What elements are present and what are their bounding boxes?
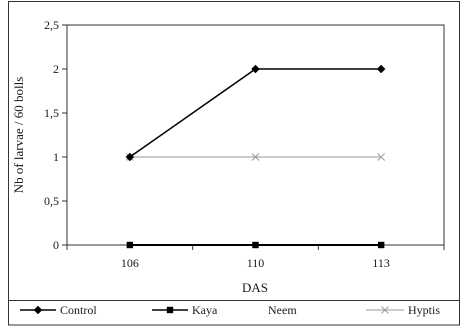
y-axis: 0 0,5 1 1,5 2 2,5 [44,18,67,252]
legend-label: Kaya [192,303,218,317]
legend-label: Neem [268,303,297,317]
y-axis-title: Nb of larvae / 60 bolls [11,77,26,194]
series-layer [125,64,386,249]
legend-item-hyptis: Hyptis [366,303,440,317]
data-point-square [377,241,385,249]
data-point-x [377,153,386,161]
x-tick-label: 106 [121,256,139,270]
legend-label: Hyptis [408,303,440,317]
data-point-x [251,153,260,161]
series-control [125,64,386,162]
legend-item-control: Control [20,303,97,317]
y-tick-label: 0,5 [44,194,59,208]
x-tick-label: 110 [247,256,265,270]
legend-label: Control [60,303,97,317]
data-point-diamond [376,64,386,74]
x-tick-label: 113 [372,256,390,270]
plot-area [66,24,445,246]
x-axis: 106 110 113 [66,245,445,270]
y-tick-label: 2,5 [44,18,59,32]
legend-item-kaya: Kaya [152,303,218,317]
legend: Control Kaya Neem Hyptis [20,303,440,317]
data-point-x [381,306,389,314]
data-point-square [126,241,134,249]
series-kaya [126,241,385,249]
legend-item-neem: Neem [268,303,297,317]
data-point-diamond [125,152,135,162]
y-tick-label: 2 [53,62,59,76]
y-tick-label: 1 [53,150,59,164]
y-tick-label: 0 [53,238,59,252]
x-axis-title: DAS [242,280,268,295]
data-point-square [166,306,174,314]
data-point-square [252,241,259,249]
data-point-diamond [251,64,260,74]
y-tick-label: 1,5 [44,106,59,120]
data-point-diamond [33,305,43,315]
